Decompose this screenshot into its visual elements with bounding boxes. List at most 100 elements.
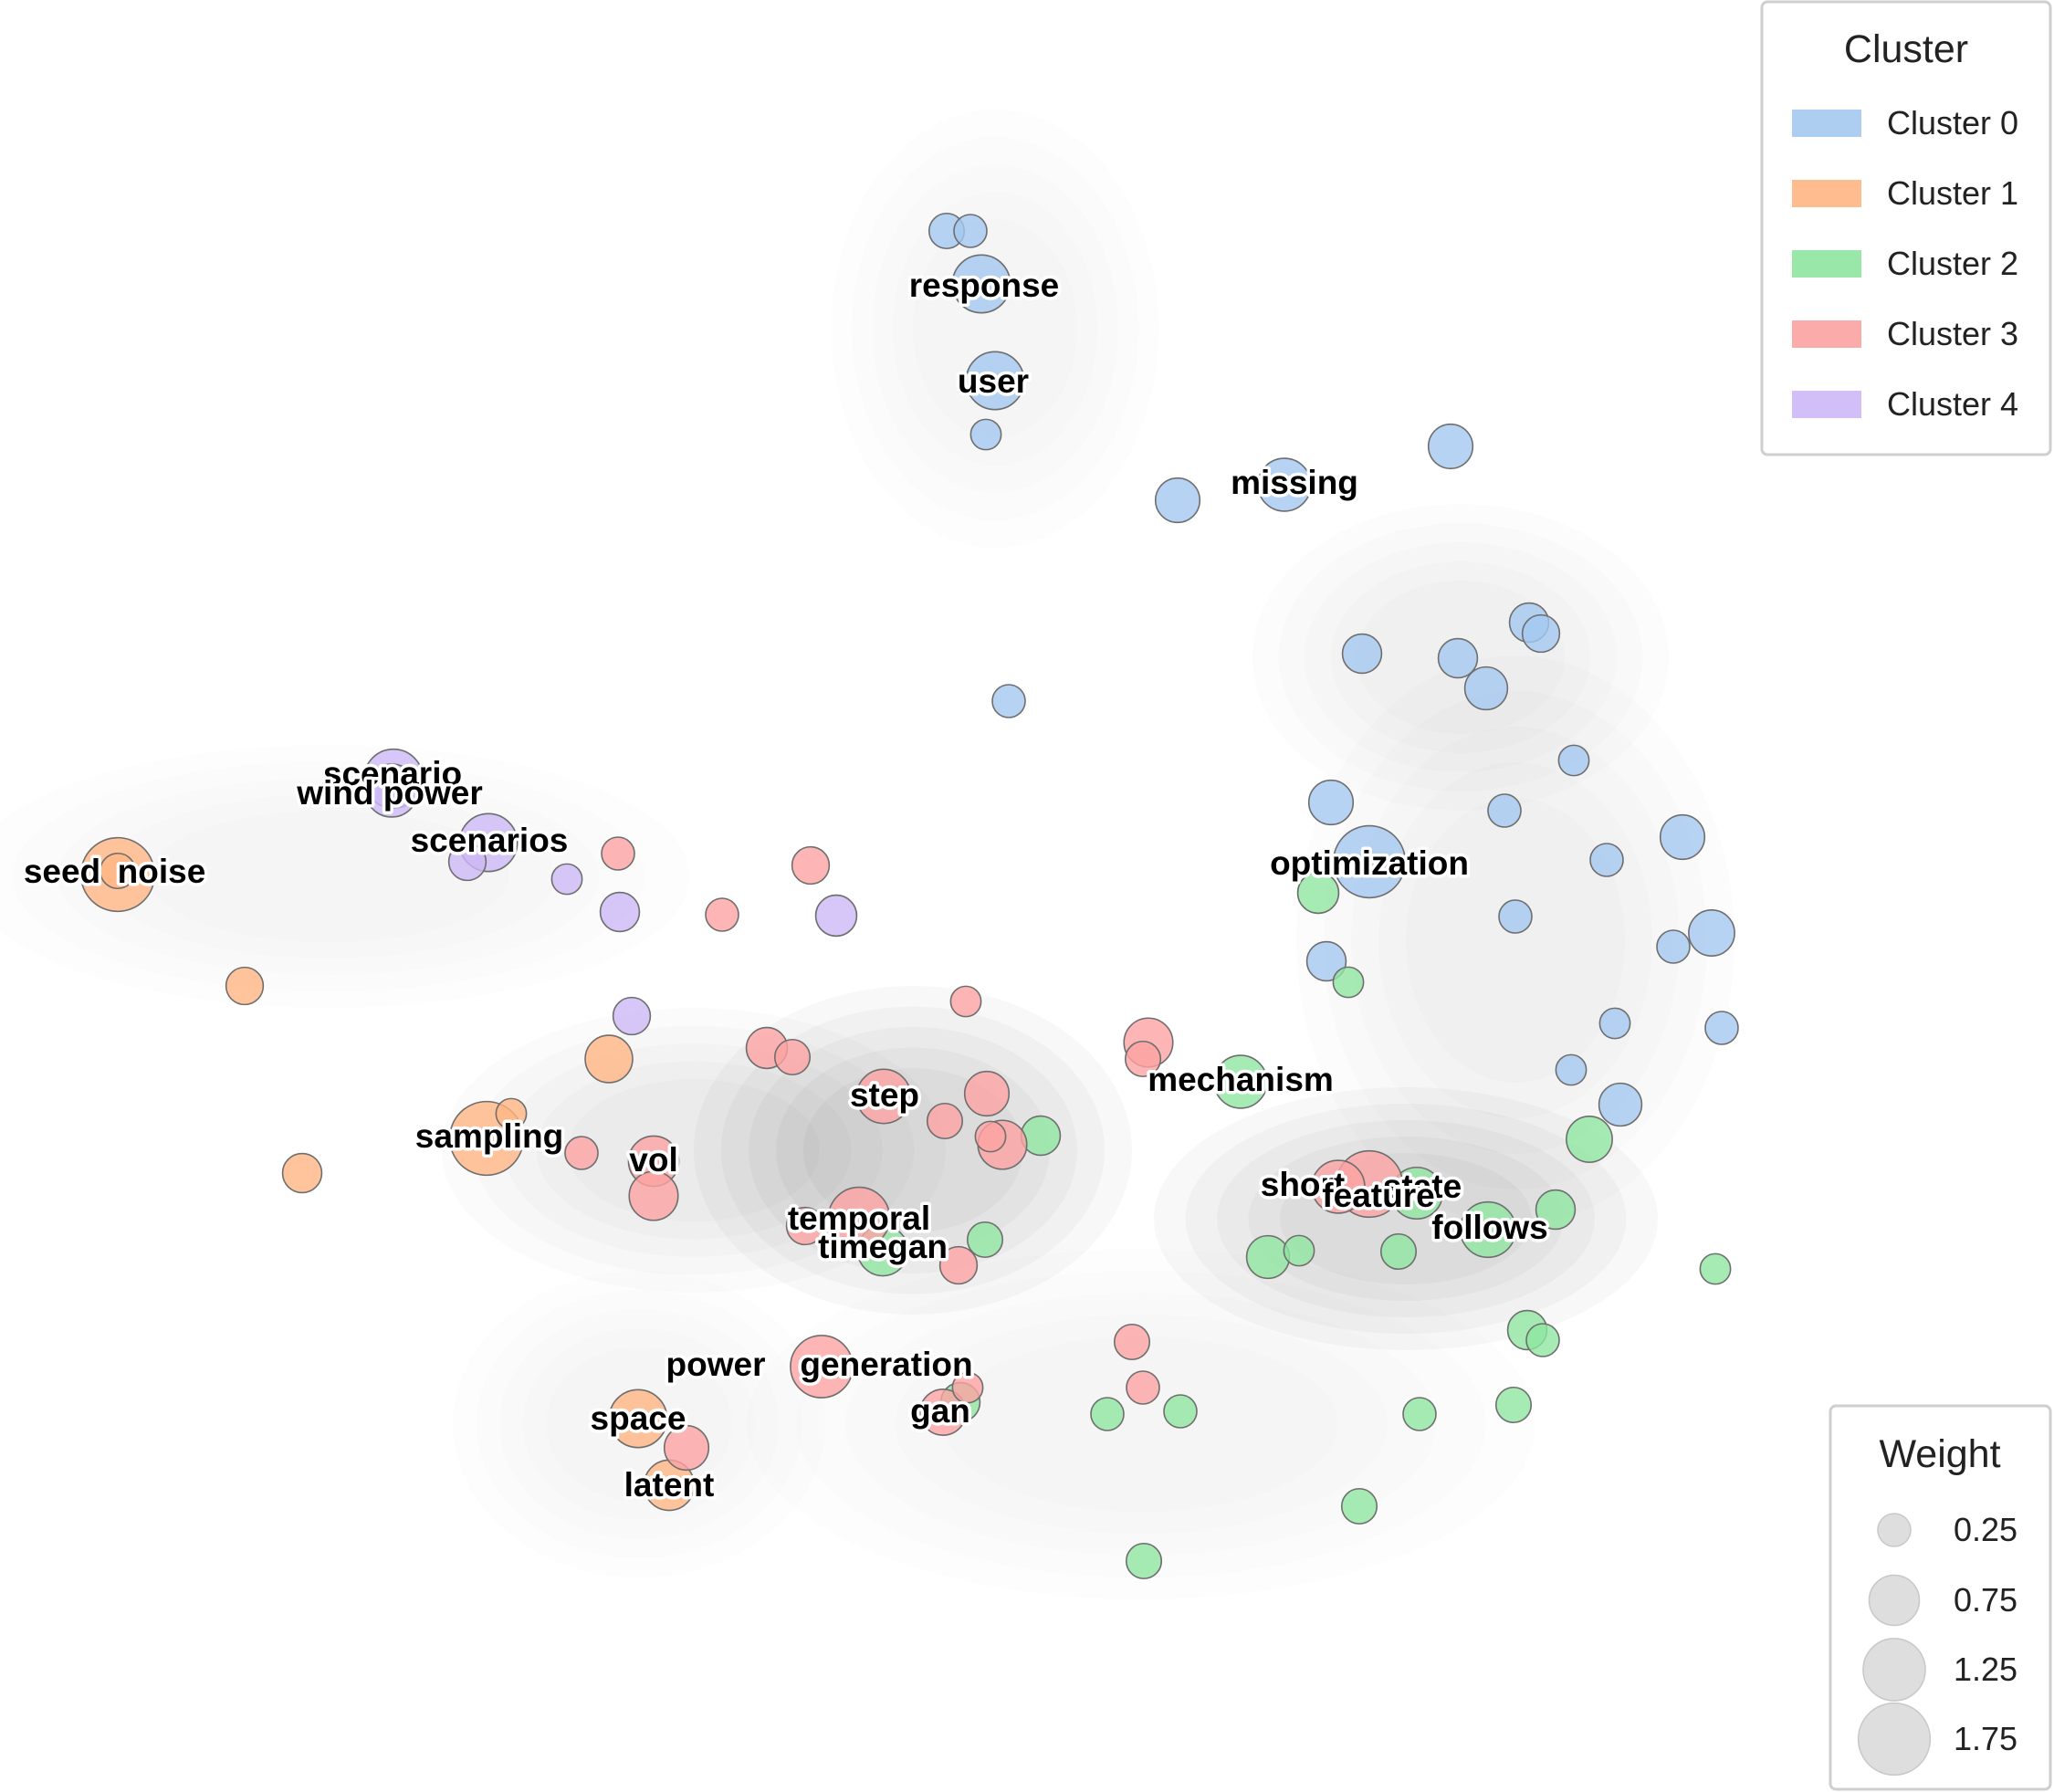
cluster-2-swatch [1792,250,1861,278]
data-point-cluster-3 [564,1136,599,1170]
word-label-sampling: sampling [415,1117,563,1155]
word-label-missing: missing [1231,464,1358,501]
data-point-cluster-2 [1699,1252,1732,1285]
word-label-vol: vol [629,1141,677,1179]
word-label-temporal: temporal [788,1200,930,1237]
data-point-cluster-0 [1427,423,1474,470]
data-point-cluster-3 [785,1206,825,1246]
data-point-cluster-0-missing [1257,457,1312,512]
density-contour [944,1336,1338,1512]
data-point-cluster-3-power [790,1335,854,1399]
data-point-cluster-4 [447,842,487,882]
data-point-cluster-2 [1163,1394,1198,1429]
data-point-cluster-0-user [965,351,1025,411]
data-point-cluster-2 [1125,1542,1163,1580]
word-label-follows: follows [1431,1209,1547,1246]
word-label-mechanism: mechanism [1148,1061,1334,1098]
cluster-0-swatch [1792,110,1861,137]
data-point-cluster-3-gan [919,1389,967,1436]
data-point-cluster-1-space [608,1389,668,1449]
data-point-cluster-2 [1535,1189,1577,1231]
data-point-cluster-3 [705,897,739,932]
data-point-cluster-3 [628,1170,679,1221]
weight-0.75-label: 0.75 [1954,1581,2017,1619]
data-point-cluster-0 [1598,1082,1643,1127]
data-point-cluster-2-mechanism [1213,1054,1268,1109]
word-label-noise: noise [118,853,206,890]
data-point-cluster-2 [1494,1386,1533,1424]
data-point-cluster-0 [1704,1011,1739,1045]
data-point-cluster-2 [1332,966,1365,999]
data-point-cluster-0 [1659,813,1706,861]
weight-1.25-circle [1862,1638,1926,1702]
data-point-cluster-0 [1555,1053,1588,1086]
weight-0.25-label: 0.25 [1954,1511,2017,1548]
data-point-cluster-1 [584,1034,634,1084]
word-label-step: step [850,1076,919,1114]
data-point-cluster-0-optimization [1332,824,1407,899]
data-point-cluster-0-response [951,254,1011,314]
data-point-cluster-3 [791,845,831,886]
cluster-0-label: Cluster 0 [1887,104,2018,141]
data-point-cluster-0 [1463,665,1509,711]
data-point-cluster-1 [281,1152,323,1194]
data-point-cluster-1 [99,852,137,890]
word-label-timegan: timegan [818,1228,948,1265]
data-point-cluster-2 [1296,871,1340,915]
data-point-cluster-3 [951,1371,984,1404]
data-point-cluster-0 [1341,633,1383,675]
points-layer [79,212,1739,1580]
data-point-cluster-3-feature [1311,1159,1366,1214]
word-label-scenario: scenario [323,755,462,792]
data-point-cluster-2 [1379,1232,1418,1271]
data-point-cluster-3 [949,985,982,1018]
word-label-state: state [1383,1168,1462,1205]
data-point-cluster-2 [1566,1116,1613,1163]
data-point-cluster-1 [495,1097,528,1130]
word-label-short: short [1261,1166,1346,1203]
data-point-cluster-3 [773,1038,812,1076]
data-point-cluster-3 [926,1102,964,1140]
word-label-space: space [591,1399,686,1437]
data-point-cluster-3 [938,1245,979,1285]
data-point-cluster-3 [974,1120,1007,1153]
data-point-cluster-3 [1113,1323,1151,1361]
data-point-cluster-3 [1126,1370,1160,1405]
data-point-cluster-3-step [855,1068,912,1125]
data-point-cluster-3 [663,1424,710,1472]
data-point-cluster-0 [1498,899,1533,934]
data-point-cluster-0 [1598,1007,1631,1040]
data-point-cluster-0 [953,214,988,248]
data-point-cluster-4 [550,863,583,896]
data-point-cluster-2 [1245,1234,1291,1280]
data-point-cluster-0 [1487,793,1522,828]
data-point-cluster-0 [1521,613,1561,654]
data-point-cluster-0 [969,418,1002,451]
data-point-cluster-0 [1656,929,1691,964]
weight-0.75-circle [1868,1574,1921,1627]
cluster-1-label: Cluster 1 [1887,174,2018,212]
word-label-wind-power: wind power [296,774,483,812]
word-label-user: user [958,362,1029,400]
data-point-cluster-4 [599,891,641,933]
density-contour [568,1079,820,1221]
data-point-cluster-4 [814,894,858,938]
data-point-cluster-3 [963,1070,1011,1117]
cluster-2-label: Cluster 2 [1887,245,2018,282]
data-point-cluster-2 [1340,1487,1378,1525]
word-label-power: power [666,1346,766,1383]
data-point-cluster-2-follows [1459,1200,1517,1259]
data-point-cluster-3 [601,836,635,871]
weight-1.75-circle [1857,1702,1932,1776]
data-point-cluster-0 [1688,909,1735,957]
word-label-response: response [909,267,1060,304]
cluster-1-swatch [1792,180,1861,207]
data-point-cluster-3-temporal [827,1186,891,1250]
word-label-latent: latent [624,1466,715,1504]
data-point-cluster-2 [1283,1234,1315,1267]
word-label-scenarios: scenarios [411,822,569,859]
cluster-4-label: Cluster 4 [1887,385,2018,423]
weight-legend-title: Weight [1879,1432,2000,1476]
